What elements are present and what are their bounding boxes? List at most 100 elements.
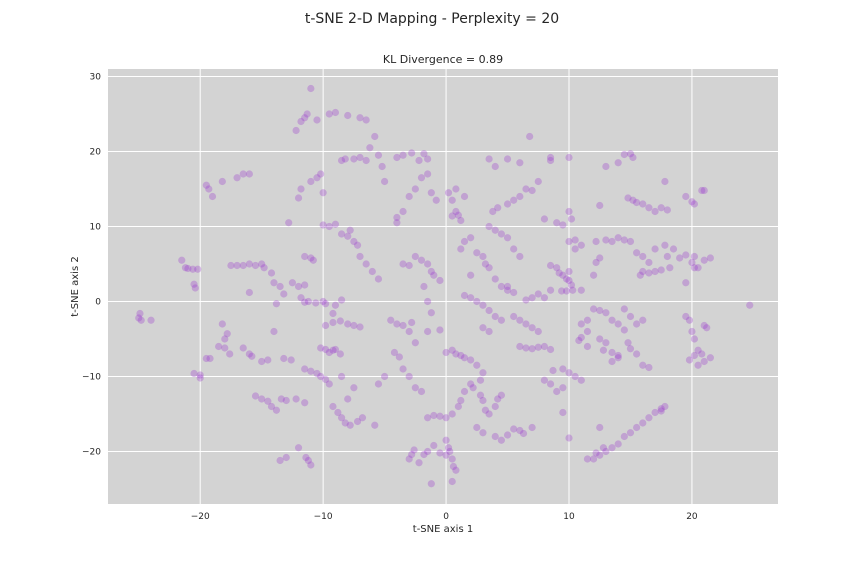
- data-point: [661, 177, 669, 186]
- data-point: [624, 194, 632, 202]
- data-point: [221, 335, 229, 343]
- data-point: [614, 234, 622, 242]
- data-point: [427, 480, 435, 488]
- data-point: [276, 456, 284, 465]
- data-point: [334, 408, 342, 417]
- data-point: [424, 447, 432, 456]
- data-point: [489, 207, 497, 216]
- data-point: [448, 455, 456, 463]
- data-point: [331, 108, 340, 117]
- data-point: [503, 282, 512, 291]
- data-point: [589, 305, 598, 313]
- data-point: [325, 222, 333, 231]
- data-point: [577, 286, 585, 294]
- data-point: [411, 252, 419, 261]
- data-point: [233, 261, 241, 270]
- data-point: [494, 204, 502, 212]
- data-point: [356, 114, 364, 122]
- data-point: [399, 260, 407, 268]
- data-point: [448, 196, 456, 204]
- data-point: [633, 423, 641, 432]
- data-point: [366, 144, 374, 152]
- x-tick-labels: −20 −10 0 10 20: [191, 512, 698, 522]
- data-point: [626, 312, 635, 321]
- data-point: [473, 423, 481, 432]
- data-point: [307, 461, 315, 469]
- data-point: [371, 132, 379, 141]
- x-tick-label: 20: [686, 512, 698, 522]
- data-point: [226, 350, 234, 358]
- data-point: [353, 417, 362, 426]
- data-point: [202, 354, 210, 363]
- data-point: [294, 282, 303, 291]
- data-point: [682, 279, 690, 287]
- data-point: [344, 111, 352, 120]
- data-point: [393, 219, 401, 227]
- data-point: [387, 316, 395, 324]
- data-point: [341, 155, 349, 163]
- data-point: [467, 294, 475, 302]
- data-point: [245, 260, 253, 268]
- data-point: [592, 237, 600, 246]
- data-point: [746, 301, 754, 309]
- data-point: [405, 372, 413, 381]
- data-point: [688, 258, 696, 267]
- data-point: [191, 284, 199, 292]
- data-point: [528, 345, 536, 353]
- data-point: [620, 305, 628, 313]
- data-point: [178, 256, 186, 264]
- data-point: [651, 245, 659, 253]
- data-point: [449, 462, 458, 471]
- data-point: [321, 375, 330, 384]
- data-point: [329, 346, 337, 354]
- data-point: [405, 455, 413, 463]
- data-point: [503, 431, 512, 439]
- data-point: [651, 408, 659, 417]
- data-point: [688, 327, 696, 336]
- data-point: [135, 314, 143, 322]
- data-point: [569, 286, 577, 294]
- data-point: [528, 186, 536, 195]
- data-point: [317, 372, 325, 381]
- data-point: [303, 110, 311, 118]
- data-point: [405, 192, 413, 201]
- data-point: [430, 441, 438, 450]
- data-point: [215, 342, 223, 351]
- data-point: [420, 450, 428, 459]
- data-point: [565, 276, 573, 285]
- grid-lines: [108, 69, 778, 504]
- data-point: [596, 201, 604, 210]
- data-point: [280, 290, 288, 298]
- data-point: [221, 344, 229, 352]
- data-point: [436, 449, 444, 457]
- data-point: [596, 423, 604, 432]
- x-tick-label: −10: [314, 512, 333, 522]
- data-point: [682, 192, 690, 201]
- data-point: [395, 353, 403, 361]
- data-point: [317, 170, 325, 178]
- data-point: [417, 256, 426, 264]
- data-point: [565, 153, 573, 162]
- x-tick-label: 10: [563, 512, 575, 522]
- data-point: [599, 346, 608, 354]
- data-point: [189, 265, 197, 273]
- data-point: [469, 384, 477, 392]
- data-point: [534, 343, 542, 351]
- data-point: [663, 252, 671, 261]
- data-point: [301, 281, 309, 289]
- data-point: [479, 396, 487, 405]
- data-point: [302, 453, 310, 462]
- data-point: [546, 153, 555, 162]
- data-point: [639, 419, 647, 427]
- data-point: [577, 333, 585, 342]
- data-point: [430, 411, 438, 420]
- data-point: [399, 365, 407, 373]
- data-point: [694, 346, 702, 354]
- data-point: [651, 267, 659, 276]
- data-point: [534, 290, 542, 298]
- data-point: [297, 185, 305, 193]
- data-point: [567, 215, 576, 223]
- data-point: [528, 324, 536, 332]
- data-point: [276, 282, 284, 291]
- data-point: [374, 380, 383, 388]
